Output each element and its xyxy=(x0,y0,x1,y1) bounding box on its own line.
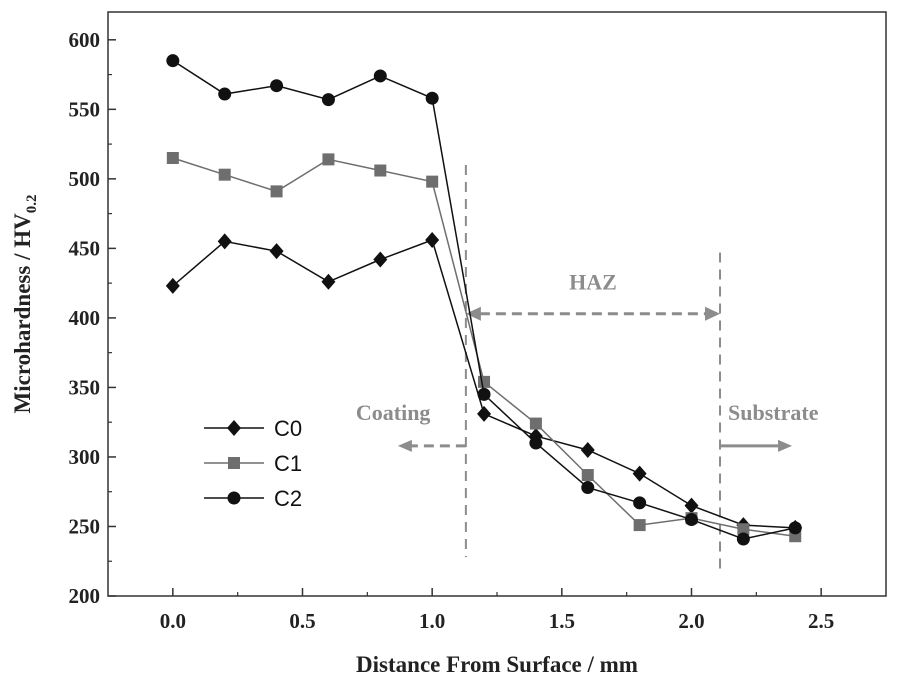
y-axis-title-subscript: 0.2 xyxy=(24,195,40,214)
data-point-c1 xyxy=(166,152,179,164)
data-point-c1 xyxy=(218,168,231,181)
y-tick-label: 300 xyxy=(69,445,101,469)
data-point-c0 xyxy=(477,405,492,422)
data-point-c2 xyxy=(477,387,491,401)
data-point-c2 xyxy=(633,496,647,510)
data-point-c0 xyxy=(632,465,647,482)
coating-arrowhead xyxy=(397,439,412,452)
x-tick-label: 2.5 xyxy=(808,609,834,633)
data-point-c2 xyxy=(788,521,802,535)
data-point-c1 xyxy=(633,519,646,532)
x-axis-title: Distance From Surface / mm xyxy=(356,652,638,677)
y-tick-label: 400 xyxy=(69,306,101,330)
y-tick-label: 350 xyxy=(69,375,101,399)
data-point-c2 xyxy=(270,79,284,93)
x-tick-label: 2.0 xyxy=(678,609,704,633)
data-point-c1 xyxy=(581,469,594,482)
y-tick-label: 450 xyxy=(69,236,101,260)
y-tick-label: 550 xyxy=(69,97,101,121)
data-point-c0 xyxy=(373,251,388,268)
data-point-c2 xyxy=(321,93,335,107)
data-point-c1 xyxy=(270,185,283,198)
haz-label: HAZ xyxy=(569,270,617,295)
x-tick-label: 1.5 xyxy=(549,609,575,633)
data-point-c1 xyxy=(529,417,542,430)
data-point-c1 xyxy=(322,153,335,166)
data-point-c0 xyxy=(217,233,232,250)
data-point-c2 xyxy=(581,481,595,495)
data-point-c0 xyxy=(269,243,284,260)
legend-item-c2: C2 xyxy=(204,486,302,511)
data-point-c2 xyxy=(425,91,439,105)
legend-label: C0 xyxy=(274,416,302,441)
data-point-c0 xyxy=(684,497,699,514)
data-point-c0 xyxy=(425,232,440,249)
data-point-c1 xyxy=(478,375,491,388)
legend-label: C2 xyxy=(274,486,302,511)
haz-arrowhead-left xyxy=(465,306,481,321)
data-point-c2 xyxy=(736,532,750,546)
y-axis-title: Microhardness / HV0.2 xyxy=(10,195,40,414)
series-c1 xyxy=(166,152,802,543)
y-tick-label: 200 xyxy=(69,584,101,608)
legend-label: C1 xyxy=(274,451,302,476)
y-tick-label: 500 xyxy=(69,167,101,191)
data-point-c2 xyxy=(218,87,232,101)
x-tick-label: 0.0 xyxy=(160,609,186,633)
axes: 200 250 300 350 400 450 500 550 600 0.0 0.5 1.0 1.5 2… xyxy=(69,28,835,633)
x-tick-label: 0.5 xyxy=(289,609,315,633)
data-point-c0 xyxy=(321,273,336,290)
legend: C0 C1 C2 xyxy=(204,416,302,511)
legend-item-c0: C0 xyxy=(204,416,302,441)
coating-label: Coating xyxy=(356,400,431,425)
substrate-label: Substrate xyxy=(728,400,819,425)
data-point-c2 xyxy=(166,54,180,68)
data-series xyxy=(165,54,803,546)
series-c2 xyxy=(166,54,802,546)
data-point-c1 xyxy=(737,523,750,536)
legend-marker xyxy=(227,420,241,436)
zone-annotations: HAZ Coating Substrate xyxy=(356,164,819,574)
legend-marker xyxy=(227,491,241,505)
data-point-c2 xyxy=(373,69,387,83)
legend-marker xyxy=(228,457,240,469)
haz-arrowhead-right xyxy=(705,306,721,321)
data-point-c1 xyxy=(374,164,387,177)
y-axis-title-main: Microhardness / HV xyxy=(10,213,35,414)
data-point-c2 xyxy=(685,513,698,527)
y-tick-label: 600 xyxy=(69,28,101,52)
data-point-c1 xyxy=(426,175,439,188)
series-line-c2 xyxy=(172,60,796,540)
legend-item-c1: C1 xyxy=(204,451,302,476)
x-tick-label: 1.0 xyxy=(419,609,445,633)
series-line-c1 xyxy=(172,157,796,537)
y-tick-label: 250 xyxy=(69,514,101,538)
substrate-arrowhead xyxy=(778,439,793,452)
data-point-c2 xyxy=(529,436,543,450)
data-point-c0 xyxy=(165,277,180,294)
data-point-c0 xyxy=(580,442,595,458)
